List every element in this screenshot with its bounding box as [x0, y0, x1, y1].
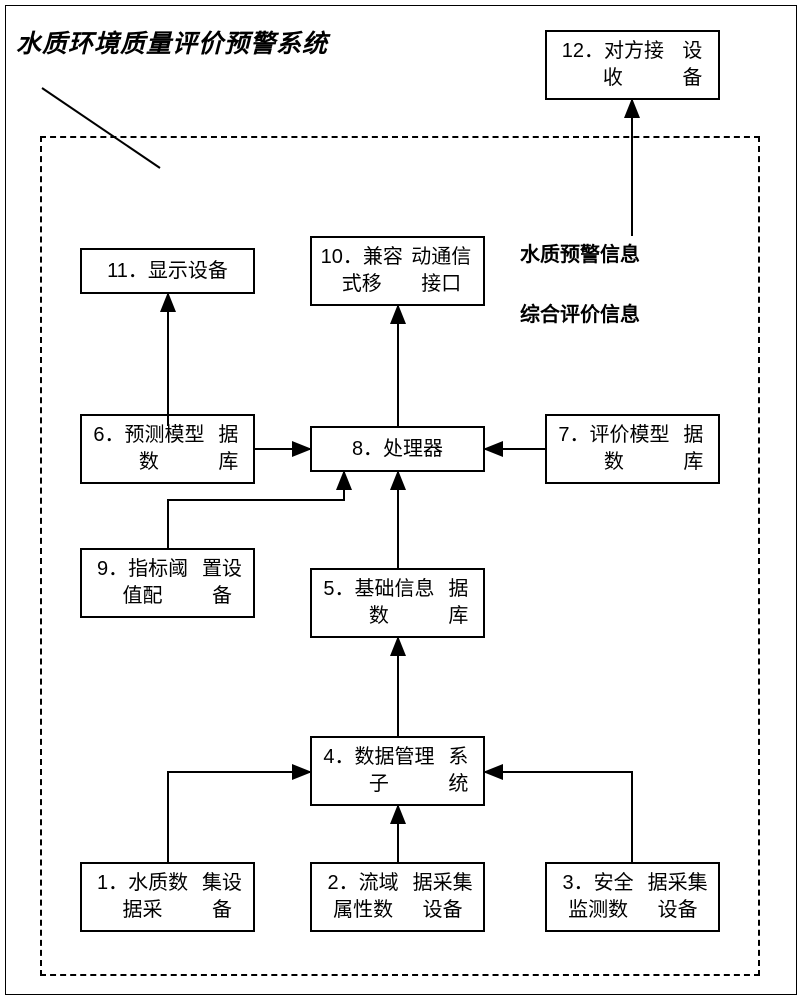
node-10-mobile-comm-interface: 10．兼容式移动通信接口 — [310, 236, 485, 306]
node-4-data-management-subsystem: 4．数据管理子系统 — [310, 736, 485, 806]
node-9-threshold-config-device: 9．指标阈值配置设备 — [80, 548, 255, 618]
node-7-evaluation-model-database: 7．评价模型数据库 — [545, 414, 720, 484]
node-3-safety-monitoring-data-collection: 3．安全监测数据采集设备 — [545, 862, 720, 932]
node-1-water-quality-data-collection: 1．水质数据采集设备 — [80, 862, 255, 932]
node-5-basic-info-database: 5．基础信息数据库 — [310, 568, 485, 638]
node-6-prediction-model-database: 6．预测模型数据库 — [80, 414, 255, 484]
diagram-title: 水质环境质量评价预警系统 — [16, 24, 328, 60]
node-2-basin-attribute-data-collection: 2．流域属性数据采集设备 — [310, 862, 485, 932]
annotation-comprehensive-evaluation: 综合评价信息 — [520, 298, 640, 327]
node-8-processor: 8．处理器 — [310, 426, 485, 472]
node-11-display-device: 11．显示设备 — [80, 248, 255, 294]
diagram-canvas: 水质环境质量评价预警系统 1．水质数据采集设备 2．流域属性数据采集设备 3．安… — [0, 0, 802, 1000]
annotation-water-quality-warning: 水质预警信息 — [520, 238, 640, 267]
node-12-receiver-device: 12．对方接收设备 — [545, 30, 720, 100]
